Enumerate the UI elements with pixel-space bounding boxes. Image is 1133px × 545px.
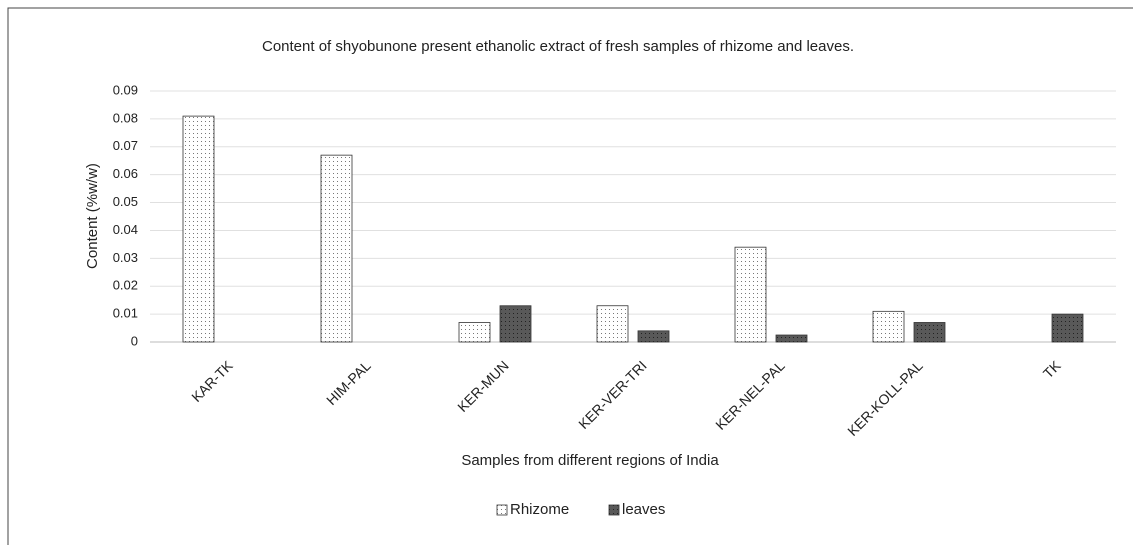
x-tick-label: KER-KOLL-PAL <box>844 357 926 439</box>
bar <box>734 246 767 343</box>
legend-swatch <box>496 504 508 516</box>
bar <box>458 322 491 343</box>
y-tick-label: 0.08 <box>113 110 138 125</box>
x-tick-label: KAR-TK <box>188 357 236 405</box>
y-axis-title: Content (%w/w) <box>84 163 101 269</box>
y-tick-label: 0 <box>131 333 138 348</box>
chart-frame <box>7 7 1133 545</box>
y-tick-label: 0.04 <box>113 222 138 237</box>
y-tick-label: 0.03 <box>113 250 138 265</box>
y-tick-label: 0.02 <box>113 278 138 293</box>
x-tick-label: KER-NEL-PAL <box>712 357 788 433</box>
bar <box>596 305 629 343</box>
x-tick-label: HIM-PAL <box>323 357 374 408</box>
y-tick-label: 0.09 <box>113 82 138 97</box>
bar <box>320 154 353 343</box>
y-tick-label: 0.06 <box>113 166 138 181</box>
bar <box>872 310 905 343</box>
legend-swatch <box>608 504 620 516</box>
x-axis-title: Samples from different regions of India <box>461 452 719 469</box>
bar <box>182 115 215 343</box>
chart-title: Content of shyobunone present ethanolic … <box>262 38 854 55</box>
bar <box>1051 313 1084 343</box>
x-tick-label: KER-VER-TRI <box>575 357 650 432</box>
x-tick-label: TK <box>1040 357 1064 381</box>
y-tick-label: 0.01 <box>113 306 138 321</box>
y-tick-label: 0.07 <box>113 138 138 153</box>
bar <box>775 334 808 343</box>
bar <box>637 330 670 343</box>
y-tick-label: 0.05 <box>113 194 138 209</box>
legend-label: Rhizome <box>510 501 569 518</box>
legend-label: leaves <box>622 501 665 518</box>
bar <box>913 322 946 343</box>
x-tick-label: KER-MUN <box>454 357 512 415</box>
bar <box>499 305 532 343</box>
